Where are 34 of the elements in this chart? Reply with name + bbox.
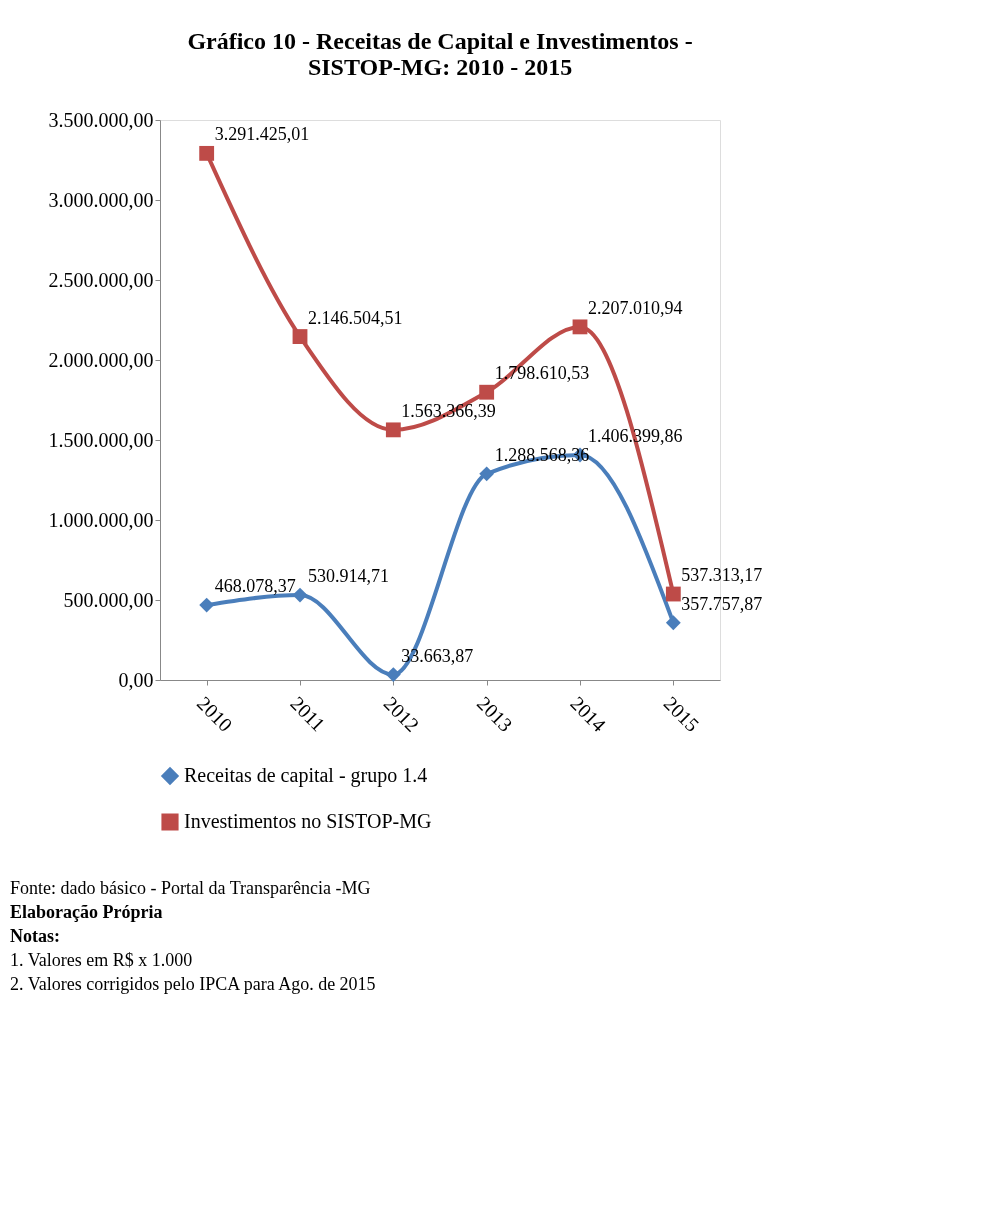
data-label: 3.291.425,01	[214, 124, 310, 145]
point	[199, 597, 215, 613]
text: 2. Valores corrigidos pelo IPCA para Ago. de 2015	[10, 974, 376, 994]
y-tick-label: 1.000.000,00	[48, 508, 154, 531]
y-tick-label: 2.000.000,00	[48, 348, 154, 371]
text: 1. Valores em R$ x 1.000	[10, 950, 193, 970]
y-tick-label: 0,00	[118, 668, 154, 691]
text: SISTOP-MG: 2010 - 2015	[307, 54, 573, 80]
text: Gráfico 10 - Receitas de Capital e Investimentos -	[187, 28, 693, 54]
data-label: 2.207.010,94	[588, 297, 683, 318]
point	[665, 586, 681, 602]
y-tick-label: 1.500.000,00	[48, 428, 154, 451]
y-tick-label: 500.000,00	[63, 588, 154, 611]
data-label: 530.914,71	[308, 566, 389, 587]
point	[199, 145, 215, 161]
point	[385, 667, 401, 683]
point	[292, 329, 308, 344]
legend-label: Receitas de capital - grupo 1.4	[184, 764, 428, 787]
text: Elaboração Própria	[10, 902, 163, 922]
point	[479, 466, 495, 482]
point	[572, 319, 588, 335]
point	[479, 384, 495, 400]
point	[385, 422, 401, 438]
y-tick-label: 3.500.000,00	[48, 108, 154, 131]
data-label: 357.757,87	[681, 593, 763, 614]
data-label: 537.313,17	[681, 565, 763, 586]
y-tick-label: 2.500.000,00	[48, 268, 154, 291]
source-note: Fonte: dado básico - Portal da Transparência -MG	[10, 878, 371, 898]
point	[665, 615, 681, 631]
data-label: 468.078,37	[214, 576, 296, 597]
text: Notas:	[10, 926, 60, 946]
data-label: 2.146.504,51	[308, 307, 403, 328]
legend-label: Investimentos no SISTOP-MG	[184, 810, 432, 832]
y-tick-label: 3.000.000,00	[48, 188, 154, 211]
